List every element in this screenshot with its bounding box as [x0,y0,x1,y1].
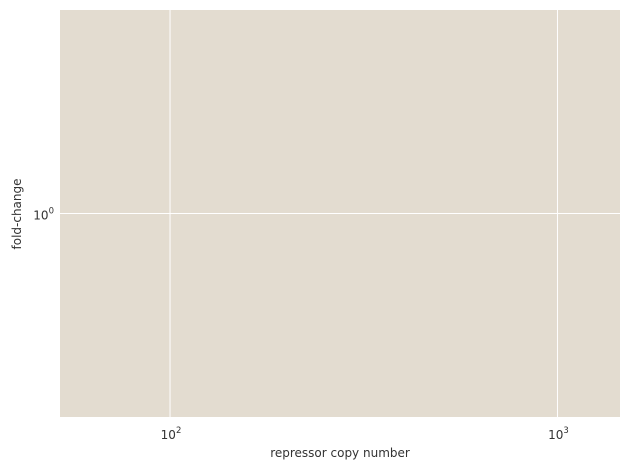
x-tick-label: 103 [548,426,569,442]
x-tick-label: 102 [161,426,182,442]
x-tick-exponent: 3 [563,426,568,436]
y-tick-exponent: 0 [49,207,54,217]
y-tick-label: 100 [33,207,54,223]
x-tick-base: 10 [548,428,563,442]
x-axis-label: repressor copy number [270,446,410,460]
y-axis-label: fold-change [10,178,24,249]
y-tick-base: 10 [33,209,48,223]
x-tick-exponent: 2 [176,426,181,436]
x-tick-base: 10 [161,428,176,442]
grid-lines [60,10,620,417]
